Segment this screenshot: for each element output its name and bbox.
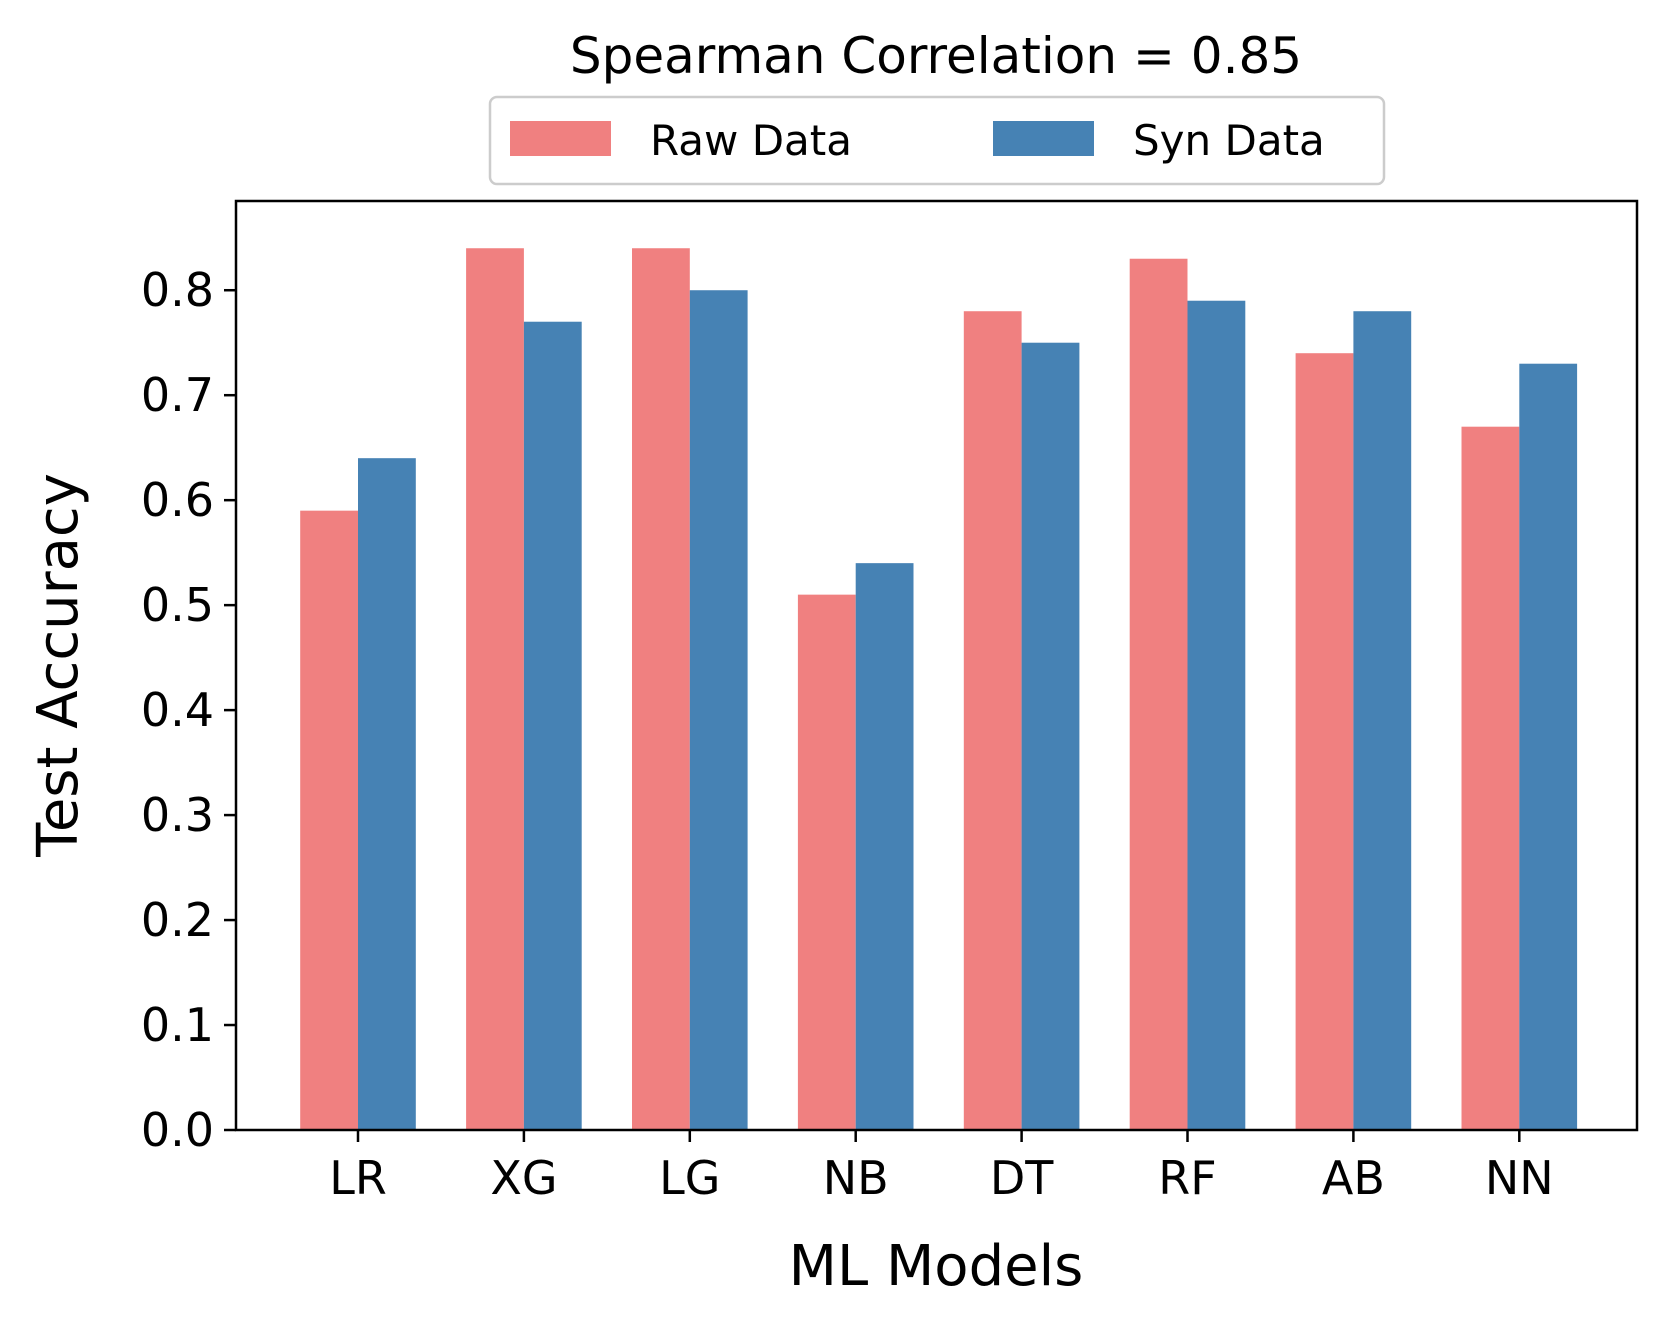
bar-raw-rf <box>1129 258 1188 1130</box>
x-tick-label-ab: AB <box>1322 1151 1385 1205</box>
legend-swatch-raw <box>510 121 611 156</box>
y-axis-ticks: 0.0 0.1 0.2 0.3 0.4 0.5 0.6 0.7 0.8 <box>141 263 236 1157</box>
x-axis-label: ML Models <box>789 1234 1084 1299</box>
bars-group <box>300 248 1578 1131</box>
bar-syn-rf <box>1187 300 1246 1131</box>
x-tick-label-dt: DT <box>990 1151 1054 1205</box>
legend-label-raw: Raw Data <box>650 116 852 165</box>
plot-frame <box>234 199 1639 1132</box>
legend-label-syn: Syn Data <box>1133 116 1325 165</box>
y-tick-label: 0.4 <box>141 683 214 737</box>
y-tick-label: 0.0 <box>141 1103 214 1157</box>
bar-syn-xg <box>523 321 582 1130</box>
x-tick-label-xg: XG <box>490 1151 557 1205</box>
bar-raw-xg <box>466 248 524 1130</box>
x-axis-ticks: LR XG LG NB DT RF AB NN <box>329 1130 1554 1205</box>
bar-raw-nn <box>1461 426 1520 1130</box>
y-tick-label: 0.3 <box>141 788 214 842</box>
x-tick-label-nn: NN <box>1485 1151 1554 1205</box>
bar-syn-dt <box>1021 342 1080 1130</box>
y-axis-label: Test Accuracy <box>26 473 91 858</box>
x-tick-label-nb: NB <box>823 1151 889 1205</box>
bar-raw-dt <box>963 311 1022 1130</box>
chart-title: Spearman Correlation = 0.85 <box>570 27 1302 85</box>
bar-raw-nb <box>797 594 856 1130</box>
y-tick-label: 0.5 <box>141 578 214 632</box>
bar-syn-ab <box>1353 311 1412 1130</box>
bar-raw-lr <box>300 510 358 1131</box>
y-tick-label: 0.7 <box>141 368 214 422</box>
x-tick-label-rf: RF <box>1158 1151 1216 1205</box>
bar-raw-ab <box>1295 353 1354 1130</box>
y-tick-label: 0.2 <box>141 893 214 947</box>
bar-syn-nb <box>855 563 914 1130</box>
bar-syn-nn <box>1519 363 1578 1131</box>
x-tick-label-lg: LG <box>659 1151 720 1205</box>
bar-raw-lg <box>632 248 690 1130</box>
legend-swatch-syn <box>993 121 1094 156</box>
legend-frame <box>488 95 1386 186</box>
y-tick-label: 0.1 <box>141 998 214 1052</box>
bar-syn-lg <box>689 290 748 1131</box>
y-tick-label: 0.6 <box>141 473 214 527</box>
x-tick-label-lr: LR <box>329 1151 387 1205</box>
y-tick-label: 0.8 <box>141 263 214 317</box>
bar-syn-lr <box>358 458 416 1130</box>
legend: Raw Data Syn Data <box>488 95 1386 186</box>
